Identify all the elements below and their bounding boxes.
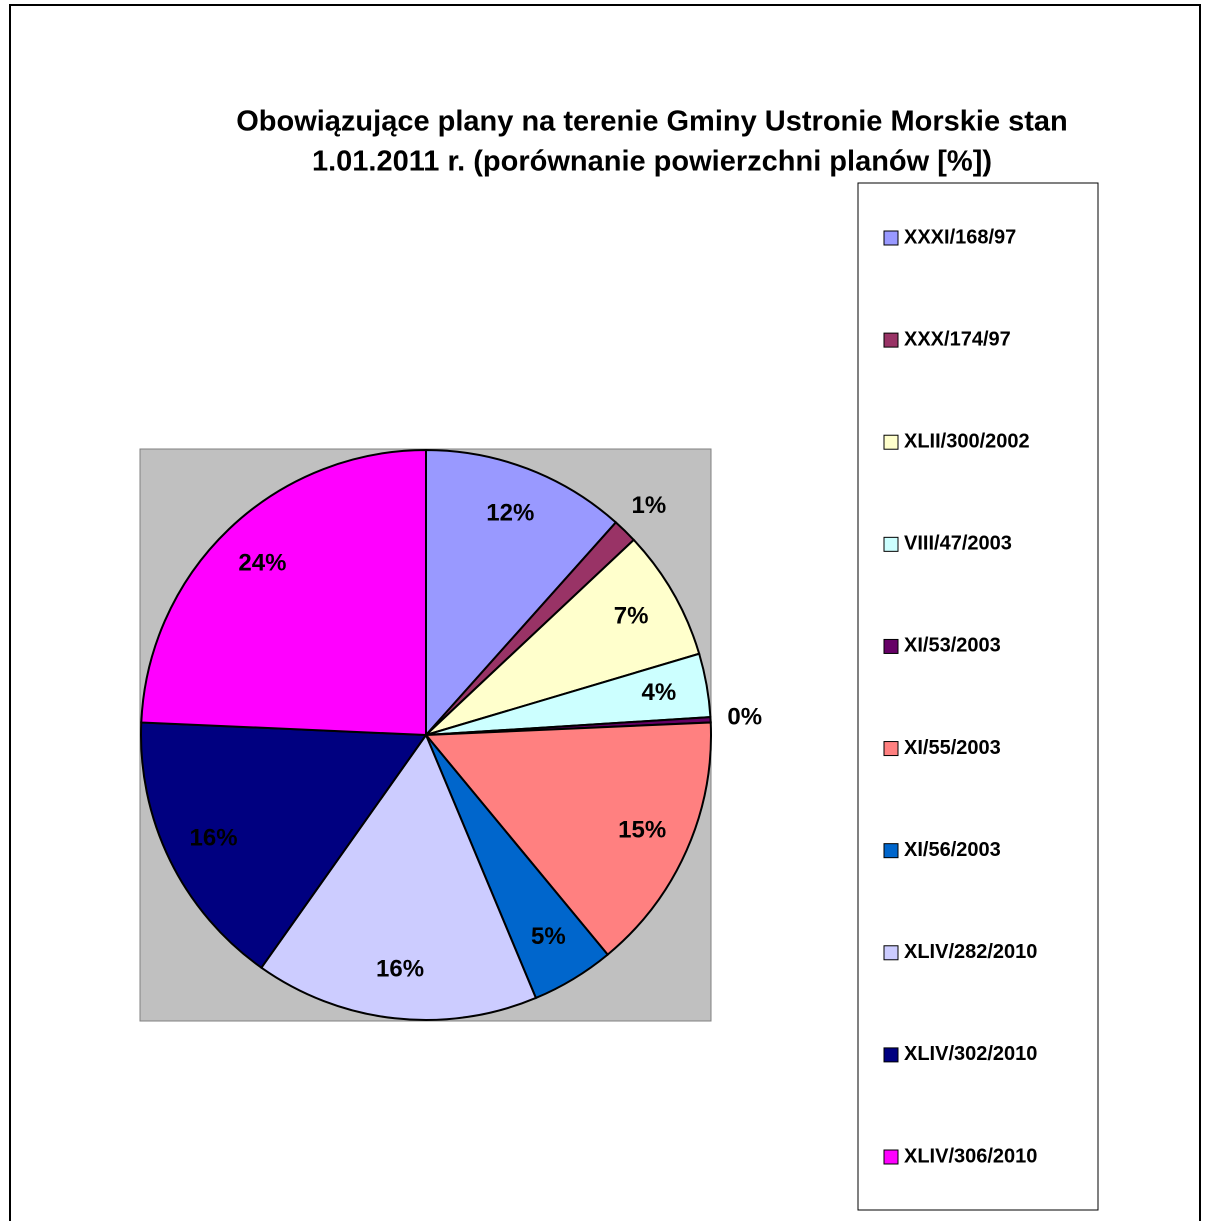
legend-label: XLIV/282/2010 [904, 941, 1037, 963]
legend-label: XXXI/168/97 [904, 226, 1016, 248]
legend-swatch [883, 741, 899, 757]
pie-slice [140, 721, 428, 970]
legend-label: XI/53/2003 [904, 635, 1001, 657]
pie-slice [425, 448, 618, 738]
data-label: 15% [618, 816, 666, 843]
pie-slice [259, 732, 538, 1021]
legend-label: XLII/300/2002 [904, 431, 1030, 453]
legend-swatch [883, 638, 899, 654]
data-label: 12% [486, 499, 534, 526]
chart-title: 1.01.2011 r. (porównanie powierzchni pla… [312, 146, 992, 178]
data-label: 16% [190, 824, 238, 851]
legend [857, 182, 1099, 1211]
legend-label: VIII/47/2003 [904, 533, 1012, 555]
legend-swatch [883, 1047, 899, 1063]
data-label: 1% [632, 492, 667, 519]
data-label: 5% [531, 923, 566, 950]
data-label: 24% [238, 549, 286, 576]
pie-slice [140, 448, 427, 737]
legend-swatch [883, 536, 899, 552]
legend-label: XLIV/302/2010 [904, 1043, 1037, 1065]
legend-label: XXX/174/97 [904, 328, 1011, 350]
chart-title: Obowiązujące plany na terenie Gminy Ustr… [236, 106, 1068, 138]
data-label: 7% [614, 602, 649, 629]
data-label: 16% [376, 955, 424, 982]
data-label: 0% [727, 703, 762, 730]
legend-label: XI/56/2003 [904, 839, 1001, 861]
legend-swatch [883, 434, 899, 450]
pie-slice [423, 721, 712, 957]
legend-swatch [883, 332, 899, 348]
legend-label: XLIV/306/2010 [904, 1145, 1037, 1167]
data-label: 4% [642, 679, 677, 706]
legend-swatch [883, 230, 899, 246]
legend-swatch [883, 843, 899, 859]
legend-swatch [883, 945, 899, 961]
legend-swatch [883, 1149, 899, 1165]
pie-slice [425, 538, 701, 736]
legend-label: XI/55/2003 [904, 737, 1001, 759]
